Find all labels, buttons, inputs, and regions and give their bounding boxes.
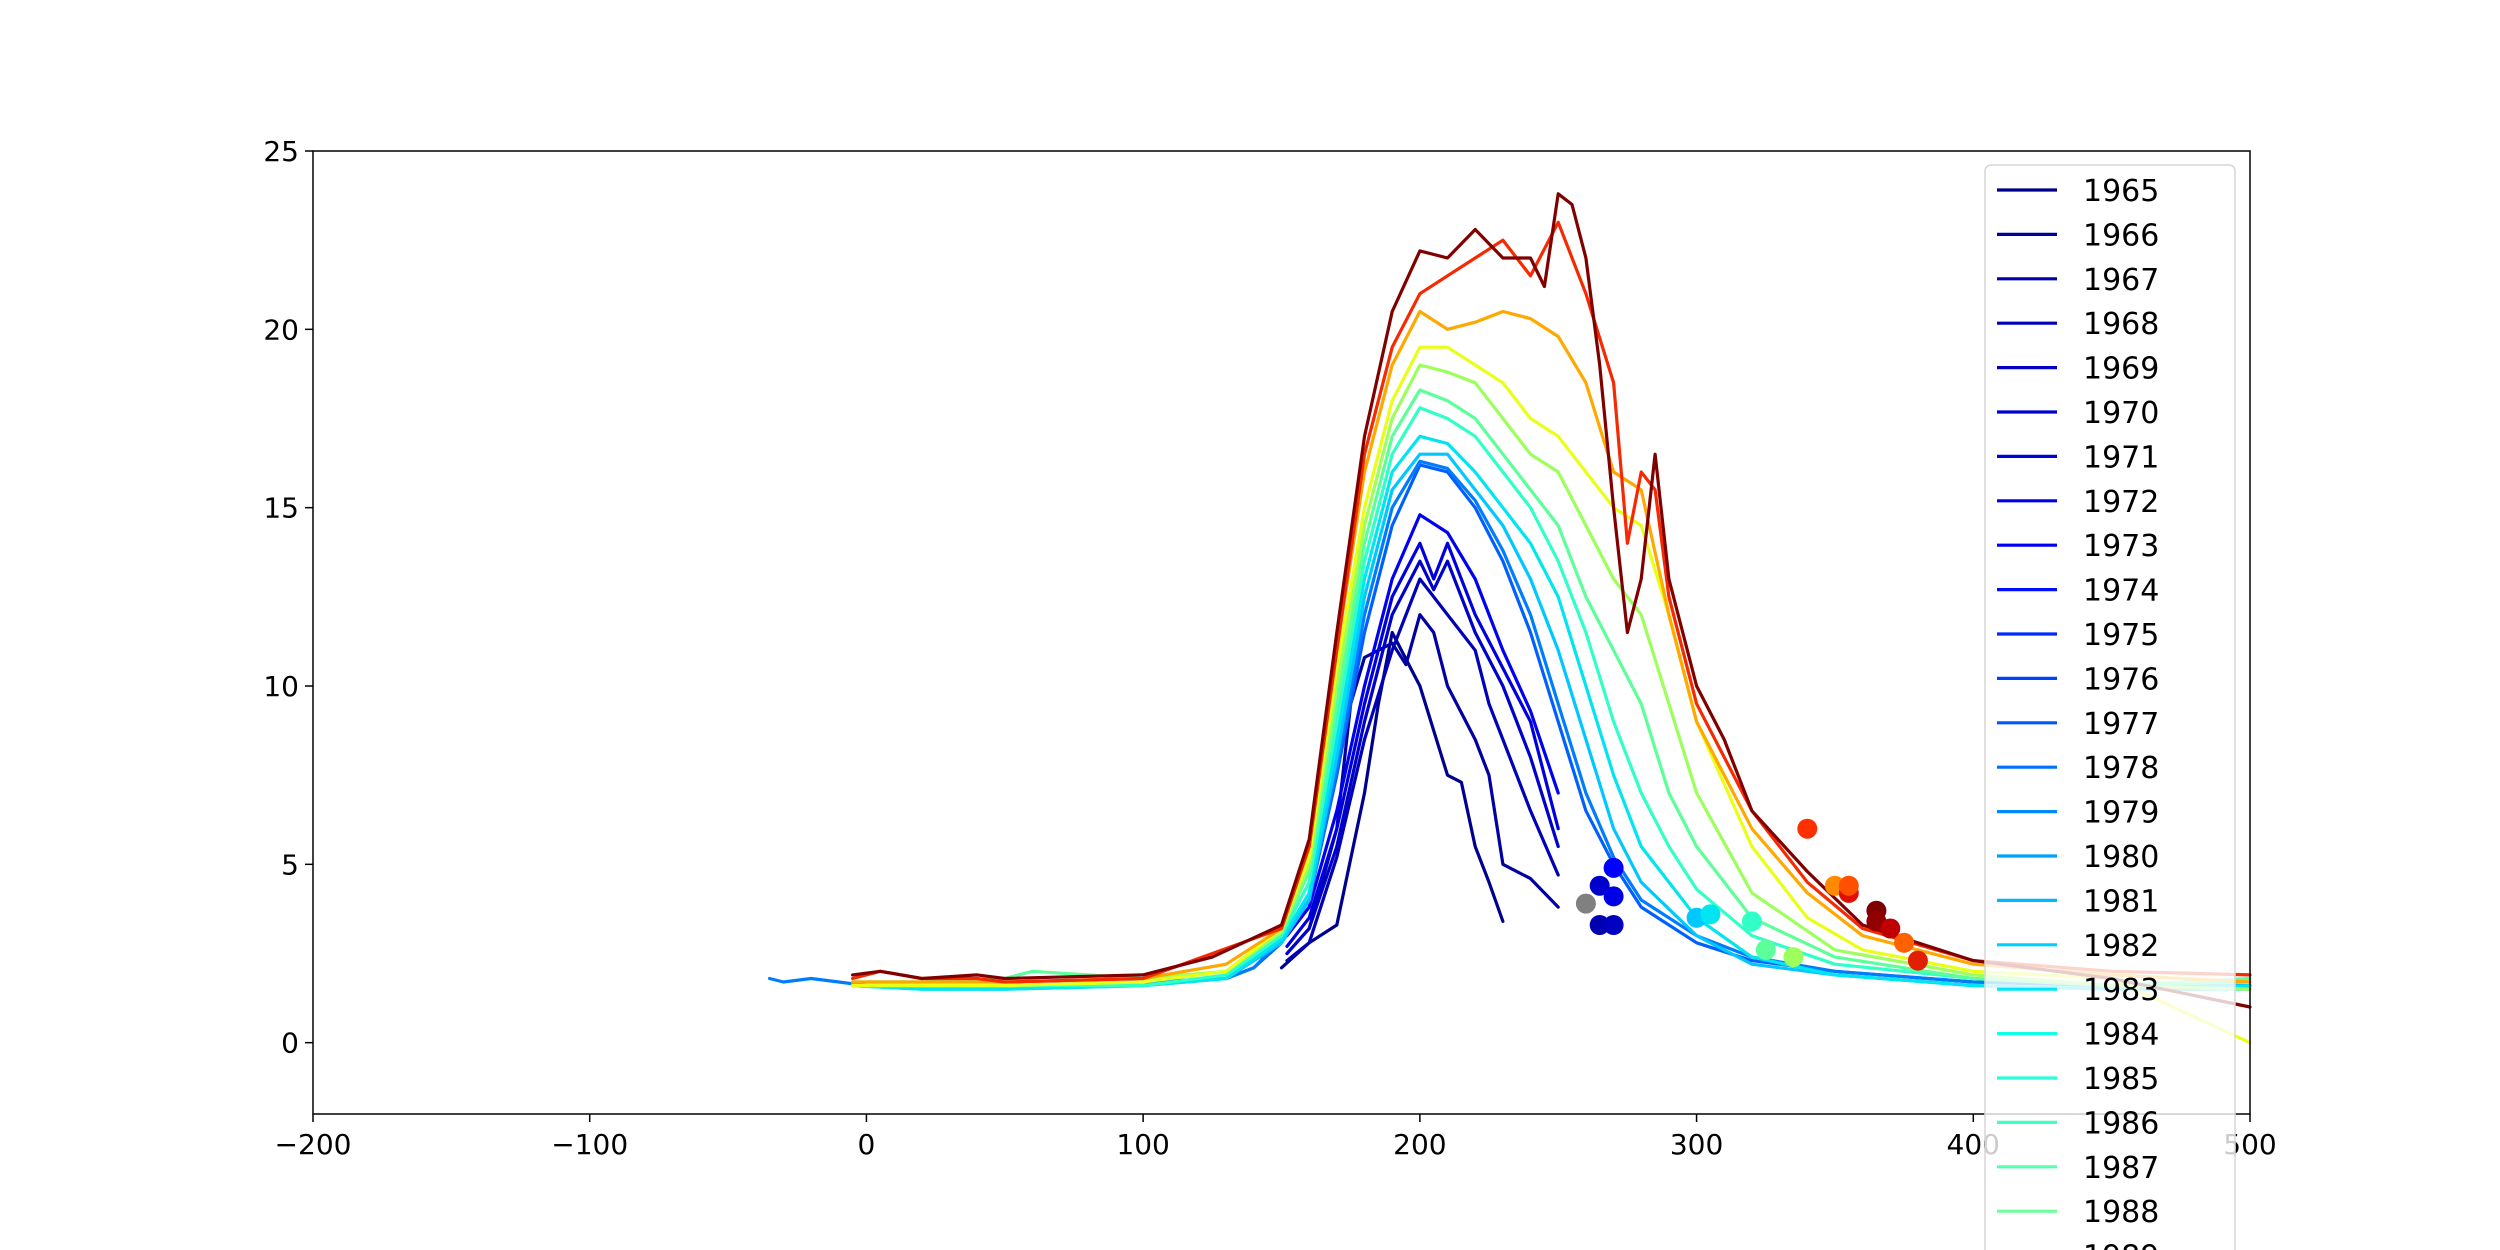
y-tick-label: 15 (263, 492, 299, 525)
plot-area-frame (312, 150, 2251, 1115)
legend-label: 1987 (2083, 1151, 2159, 1186)
legend-label: 1972 (2083, 485, 2159, 520)
legend-label: 1984 (2083, 1018, 2159, 1053)
x-tick-label: −200 (275, 1128, 352, 1161)
legend-label: 1968 (2083, 307, 2159, 342)
y-tick-label: 20 (263, 313, 299, 346)
y-tick-label: 5 (281, 848, 299, 881)
x-tick-label: 0 (858, 1128, 876, 1161)
marker-point (1589, 915, 1610, 935)
marker-point (1741, 911, 1762, 932)
legend-label: 1969 (2083, 352, 2159, 387)
legend-label: 1982 (2083, 929, 2159, 964)
legend-label: 1988 (2083, 1195, 2159, 1230)
legend-label: 1973 (2083, 529, 2159, 564)
y-tick-label: 0 (281, 1027, 299, 1060)
marker-point (1575, 893, 1596, 914)
legend-label: 1966 (2083, 218, 2159, 253)
series-line-1967 (1285, 577, 1560, 963)
series-line-latest (851, 192, 2252, 1009)
legend-label: 1983 (2083, 973, 2159, 1008)
y-axis: 0 5 10 15 20 25 (263, 135, 313, 1060)
legend-box (1984, 164, 2236, 1250)
y-tick-label: 25 (263, 135, 299, 168)
legend-label: 1970 (2083, 396, 2159, 431)
series-line-1968 (1285, 559, 1560, 956)
marker-point (1603, 857, 1624, 878)
legend-label: 1981 (2083, 884, 2159, 919)
x-tick-label: 300 (1670, 1128, 1723, 1161)
legend: 1965 1966 1967 1968 1969 1970 1971 1972 1973 1974… (1984, 164, 2236, 1250)
legend-label: 1977 (2083, 707, 2159, 742)
legend-label: 1974 (2083, 574, 2159, 609)
marker-point (1755, 939, 1776, 960)
x-tick-label: −100 (551, 1128, 628, 1161)
marker-point (1700, 904, 1721, 925)
marker-point (1783, 947, 1804, 968)
y-tick-label: 10 (263, 670, 299, 703)
series-line-1982 (851, 434, 2252, 991)
marker-point (1894, 932, 1915, 953)
legend-label: 1978 (2083, 751, 2159, 786)
series-line-1970 (1285, 513, 1560, 938)
x-tick-label: 100 (1116, 1128, 1169, 1161)
x-tick-label: 200 (1393, 1128, 1446, 1161)
series-line-later-yellow (851, 345, 2252, 1045)
legend-label: 1967 (2083, 263, 2159, 298)
legend-label: 1971 (2083, 440, 2159, 475)
legend-label: 1976 (2083, 662, 2159, 697)
series-line-1969 (1285, 541, 1560, 948)
series-line-later-orange (851, 309, 2252, 984)
marker-point (1880, 918, 1901, 939)
marker-point (1589, 875, 1610, 896)
legend-label: 1965 (2083, 174, 2159, 209)
scatter-markers (1575, 818, 1928, 971)
marker-point (1838, 875, 1859, 896)
legend-label: 1985 (2083, 1062, 2159, 1097)
legend-label: 1986 (2083, 1106, 2159, 1141)
marker-point (1603, 915, 1624, 935)
legend-label: 1979 (2083, 796, 2159, 831)
series-lines (768, 192, 2252, 1045)
x-axis: −200 −100 0 100 200 300 400 500 (275, 1114, 2277, 1161)
marker-point (1907, 950, 1928, 971)
marker-point (1603, 886, 1624, 907)
marker-point (1797, 818, 1818, 839)
legend-label: 1980 (2083, 840, 2159, 875)
legend-label: 1989 (2083, 1240, 2159, 1250)
legend-label: 1975 (2083, 618, 2159, 653)
series-line-1985 (851, 406, 2252, 988)
